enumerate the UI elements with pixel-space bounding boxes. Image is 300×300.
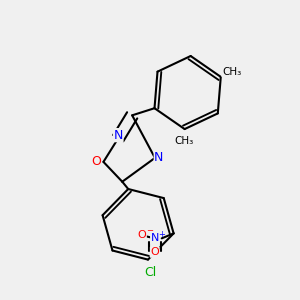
Text: N: N <box>114 129 123 142</box>
Text: O: O <box>92 155 101 168</box>
Text: O: O <box>137 230 146 240</box>
Text: CH₃: CH₃ <box>174 136 193 146</box>
Text: +: + <box>158 230 165 239</box>
Text: Cl: Cl <box>144 266 156 278</box>
Text: N: N <box>154 152 164 164</box>
Text: N: N <box>151 233 159 243</box>
Text: O: O <box>150 247 159 257</box>
Text: CH₃: CH₃ <box>222 67 241 77</box>
Text: −: − <box>146 226 153 235</box>
